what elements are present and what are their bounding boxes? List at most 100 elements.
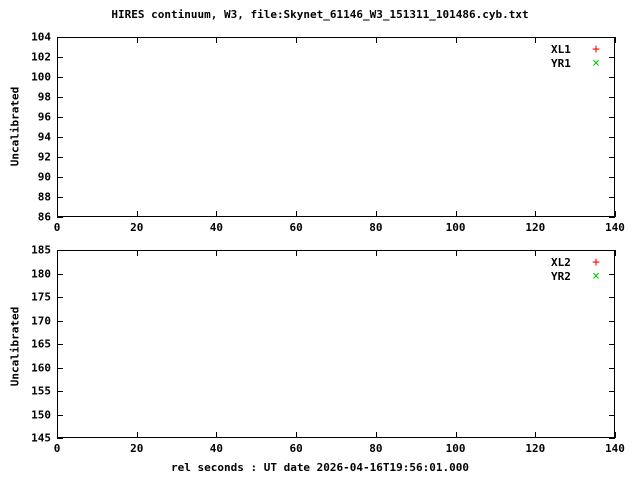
y-tick bbox=[609, 177, 615, 178]
legend-label-xl2: XL2 bbox=[551, 255, 571, 269]
x-tick-label: 0 bbox=[53, 221, 61, 234]
x-tick bbox=[296, 211, 298, 217]
legend-marker-cross-icon: × bbox=[592, 55, 600, 71]
x-tick bbox=[216, 37, 218, 43]
y-tick bbox=[609, 37, 615, 38]
y-tick bbox=[57, 137, 63, 138]
y-tick-label: 160 bbox=[31, 361, 51, 374]
legend-marker-cross-icon: × bbox=[592, 268, 600, 284]
y-tick bbox=[57, 197, 63, 198]
x-tick bbox=[216, 211, 218, 217]
x-tick bbox=[136, 432, 138, 438]
x-tick bbox=[136, 250, 138, 256]
x-tick bbox=[375, 37, 377, 43]
y-tick bbox=[609, 117, 615, 118]
y-tick bbox=[609, 157, 615, 158]
x-tick bbox=[136, 211, 138, 217]
y-tick bbox=[609, 438, 615, 439]
legend-bottom: XL2 + YR2 × bbox=[551, 255, 607, 283]
y-tick-label: 104 bbox=[31, 30, 51, 44]
y-tick-label: 170 bbox=[31, 314, 51, 327]
y-tick-label: 165 bbox=[31, 337, 51, 351]
x-tick bbox=[375, 250, 377, 256]
x-tick bbox=[296, 250, 298, 256]
y-tick-label: 155 bbox=[31, 384, 51, 398]
y-tick bbox=[57, 117, 63, 118]
x-tick bbox=[296, 432, 298, 438]
x-tick-label: 100 bbox=[445, 442, 466, 455]
x-tick bbox=[535, 211, 537, 217]
plot-frame-top bbox=[57, 37, 615, 217]
y-tick bbox=[57, 157, 63, 158]
y-tick-label: 86 bbox=[37, 210, 51, 224]
x-tick bbox=[455, 432, 457, 438]
y-tick-label: 96 bbox=[37, 110, 51, 124]
x-tick bbox=[57, 250, 58, 256]
y-tick-label: 102 bbox=[31, 50, 51, 64]
y-tick-label: 94 bbox=[37, 130, 51, 144]
x-tick bbox=[455, 250, 457, 256]
x-tick-label: 120 bbox=[525, 221, 546, 234]
x-tick bbox=[455, 211, 457, 217]
legend-entry-xl1: XL1 + bbox=[551, 42, 607, 56]
y-tick bbox=[609, 197, 615, 198]
y-tick bbox=[57, 97, 63, 98]
y-tick bbox=[609, 320, 615, 322]
y-axis-label-top: Uncalibrated bbox=[8, 86, 22, 167]
y-tick bbox=[609, 57, 615, 58]
y-tick-label: 180 bbox=[31, 267, 51, 280]
x-tick bbox=[57, 211, 58, 217]
y-tick bbox=[609, 77, 615, 78]
x-tick-label: 80 bbox=[369, 442, 383, 455]
y-tick bbox=[609, 97, 615, 98]
legend-entry-xl2: XL2 + bbox=[551, 255, 607, 269]
y-tick bbox=[609, 297, 615, 298]
y-tick-label: 185 bbox=[31, 243, 51, 257]
y-tick bbox=[609, 250, 615, 251]
y-tick-label: 145 bbox=[31, 431, 51, 445]
x-tick bbox=[535, 37, 537, 43]
x-tick bbox=[535, 432, 537, 438]
legend-marker-plus-icon: + bbox=[592, 254, 600, 270]
x-axis-label: rel seconds : UT date 2026-04-16T19:56:0… bbox=[170, 461, 469, 474]
x-tick-label: 20 bbox=[130, 442, 144, 455]
x-tick bbox=[535, 250, 537, 256]
x-tick bbox=[136, 37, 138, 43]
y-tick bbox=[57, 414, 63, 416]
x-tick-label: 0 bbox=[53, 442, 61, 455]
y-tick bbox=[57, 250, 63, 251]
x-tick bbox=[615, 211, 616, 217]
plot-frame-bottom bbox=[57, 250, 615, 438]
y-tick bbox=[57, 217, 63, 218]
y-tick bbox=[57, 57, 63, 58]
x-tick-label: 120 bbox=[525, 442, 546, 455]
y-tick-label: 175 bbox=[31, 290, 51, 304]
x-tick-label: 60 bbox=[289, 442, 303, 455]
x-tick bbox=[57, 37, 58, 43]
y-tick bbox=[57, 344, 63, 345]
x-tick-label: 140 bbox=[605, 221, 625, 234]
x-tick bbox=[615, 250, 616, 256]
legend-entry-yr1: YR1 × bbox=[551, 56, 607, 70]
y-axis-label-bottom: Uncalibrated bbox=[8, 306, 22, 387]
page-title: HIRES continuum, W3, file:Skynet_61146_W… bbox=[111, 8, 529, 21]
y-tick-label: 92 bbox=[37, 150, 51, 164]
legend-top: XL1 + YR1 × bbox=[551, 42, 607, 70]
legend-label-xl1: XL1 bbox=[551, 42, 571, 56]
y-tick bbox=[57, 77, 63, 78]
x-tick bbox=[375, 432, 377, 438]
y-tick bbox=[57, 367, 63, 369]
y-tick-label: 88 bbox=[37, 190, 51, 204]
y-tick bbox=[609, 344, 615, 345]
y-tick-label: 98 bbox=[37, 90, 51, 104]
x-tick bbox=[375, 211, 377, 217]
legend-marker-plus-icon: + bbox=[592, 41, 600, 57]
y-tick bbox=[609, 391, 615, 392]
legend-label-yr2: YR2 bbox=[551, 269, 571, 283]
y-tick bbox=[57, 177, 63, 178]
chart-panel-top: XL1 + YR1 × 86 88 90 92 94 96 98 100 102 104 0 20 40… bbox=[31, 32, 625, 234]
x-tick-label: 20 bbox=[130, 221, 144, 234]
x-tick-label: 40 bbox=[209, 442, 224, 455]
x-tick bbox=[615, 37, 616, 43]
